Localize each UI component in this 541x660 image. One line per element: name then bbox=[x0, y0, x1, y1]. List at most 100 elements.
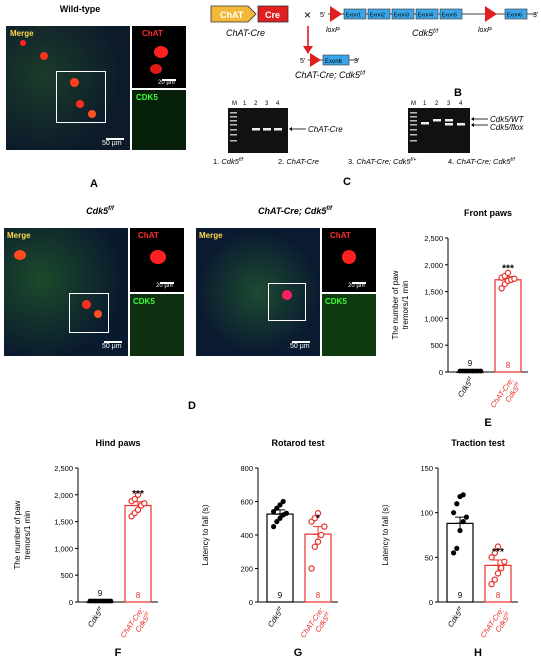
panel-a-cdk5-inset: CDK5 bbox=[132, 90, 186, 150]
lane-label: 3 bbox=[447, 101, 451, 107]
gel-band bbox=[445, 119, 453, 122]
loxp-triangle bbox=[310, 53, 321, 67]
svg-text:3. ChAT-Cre; Cdk5f/+: 3. ChAT-Cre; Cdk5f/+ bbox=[348, 157, 416, 166]
gel-band bbox=[421, 122, 429, 125]
category-label: ChAT-Cre;Cdk5f/f bbox=[298, 606, 331, 639]
data-point bbox=[498, 285, 505, 292]
y-tick-label: 500 bbox=[60, 571, 73, 580]
y-tick-label: 0 bbox=[249, 598, 253, 607]
data-point bbox=[141, 500, 148, 507]
panel-d-left-cdk5-inset: CDK5 bbox=[130, 294, 184, 356]
panel-d-title-left: Cdk5f/f bbox=[86, 206, 114, 216]
cell-body bbox=[150, 64, 162, 74]
zoom-box bbox=[56, 71, 106, 123]
chat-box-label: ChAT bbox=[220, 10, 244, 20]
exon-box bbox=[391, 8, 415, 20]
data-point bbox=[491, 576, 498, 583]
scale-bar bbox=[160, 282, 174, 284]
chart-title: Hind paws bbox=[95, 438, 140, 448]
exon-label: Exon6 bbox=[325, 59, 343, 65]
n-label: 8 bbox=[496, 591, 501, 600]
y-tick-label: 1,000 bbox=[424, 314, 443, 323]
y-axis-label: The number of paw bbox=[391, 270, 400, 339]
n-label: 8 bbox=[316, 591, 321, 600]
data-point bbox=[108, 598, 114, 604]
panel-letter-a: A bbox=[90, 178, 98, 190]
y-tick-label: 0 bbox=[439, 368, 443, 377]
cell-body bbox=[70, 78, 79, 87]
n-label: 9 bbox=[468, 359, 473, 368]
gel-band-label: Cdk5/WT bbox=[490, 115, 524, 124]
data-point bbox=[271, 524, 277, 530]
loxp-triangle bbox=[485, 6, 497, 22]
y-axis-label: tremors/1 min bbox=[23, 511, 32, 560]
gel-band-label: ChAT-Cre bbox=[308, 125, 343, 134]
data-point bbox=[478, 368, 484, 374]
exon-label: Exon3 bbox=[394, 13, 410, 19]
exon-label: Exon6 bbox=[507, 13, 523, 19]
data-point bbox=[308, 565, 315, 572]
merge-label: Merge bbox=[199, 231, 223, 240]
data-point bbox=[457, 527, 463, 534]
data-point bbox=[321, 523, 328, 530]
data-point bbox=[460, 519, 466, 525]
scale-bar bbox=[106, 138, 124, 140]
scale-bar bbox=[162, 79, 176, 81]
genotype-legend: 1. Cdk5f/f 2. ChAT-Cre 3. ChAT-Cre; Cdk5… bbox=[213, 157, 515, 166]
significance-mark: *** bbox=[502, 264, 514, 275]
chat-label: ChAT bbox=[330, 231, 351, 240]
data-point bbox=[504, 269, 512, 277]
exon-box bbox=[367, 8, 391, 20]
cell-body bbox=[282, 290, 292, 300]
gel-band bbox=[457, 123, 465, 126]
y-tick-label: 100 bbox=[420, 509, 433, 518]
cdk5-label: CDK5 bbox=[133, 297, 155, 306]
cell-body bbox=[342, 250, 356, 264]
scale-bar-label: 50 µm bbox=[102, 343, 122, 350]
category-label: Cdk5f/f bbox=[266, 605, 286, 628]
exon-box bbox=[415, 8, 439, 20]
chart-h: Traction test Latency to fall (s) 0 50 100 15… bbox=[381, 438, 518, 659]
panel-letter: F bbox=[115, 647, 122, 659]
gel-band-label: Cdk5/flox bbox=[490, 123, 524, 132]
panel-d-left-merge: Merge 50 µm bbox=[4, 228, 128, 356]
chart-title: Rotarod test bbox=[271, 438, 324, 448]
cell-body bbox=[76, 100, 84, 108]
scale-bar-label: 50 µm bbox=[102, 140, 122, 147]
chart-g: Rotarod test Latency to fall (s) 0 200 400 60… bbox=[201, 438, 338, 659]
y-tick-label: 1,000 bbox=[54, 544, 73, 553]
data-point bbox=[460, 492, 466, 498]
data-point bbox=[277, 502, 283, 508]
y-tick-label: 0 bbox=[429, 598, 433, 607]
exon-box bbox=[439, 8, 463, 20]
panel-a-chat-inset: ChAT 20 µm bbox=[132, 26, 186, 88]
significance-mark: * bbox=[316, 514, 320, 525]
n-label: 8 bbox=[136, 591, 141, 600]
data-point bbox=[311, 543, 318, 550]
cell-body bbox=[88, 110, 96, 118]
arrow-head bbox=[303, 46, 313, 54]
data-point bbox=[314, 510, 322, 517]
panel-letter-c: C bbox=[343, 176, 351, 188]
scale-bar-label: 50 µm bbox=[290, 343, 310, 350]
y-tick-label: 2,000 bbox=[54, 491, 73, 500]
chart-title: Front paws bbox=[464, 208, 512, 218]
y-tick-label: 400 bbox=[240, 531, 253, 540]
y-tick-label: 600 bbox=[240, 498, 253, 507]
exon-box bbox=[322, 54, 350, 66]
lane-label: 2 bbox=[254, 101, 258, 107]
data-point bbox=[497, 564, 505, 572]
y-tick-label: 1,500 bbox=[54, 518, 73, 527]
scale-bar-label: 20 µm bbox=[158, 80, 175, 86]
data-point bbox=[134, 491, 142, 499]
y-axis-label: tremors/1 min bbox=[401, 281, 410, 330]
lane-label: 4 bbox=[276, 101, 280, 107]
panel-letter: E bbox=[484, 417, 491, 429]
data-point bbox=[488, 580, 495, 588]
cell-body bbox=[14, 250, 26, 260]
zoom-box bbox=[268, 283, 306, 321]
cdk5-label: CDK5 bbox=[325, 297, 347, 306]
exon-label: Exon1 bbox=[346, 13, 362, 19]
data-point bbox=[271, 508, 277, 515]
data-point bbox=[491, 549, 498, 557]
